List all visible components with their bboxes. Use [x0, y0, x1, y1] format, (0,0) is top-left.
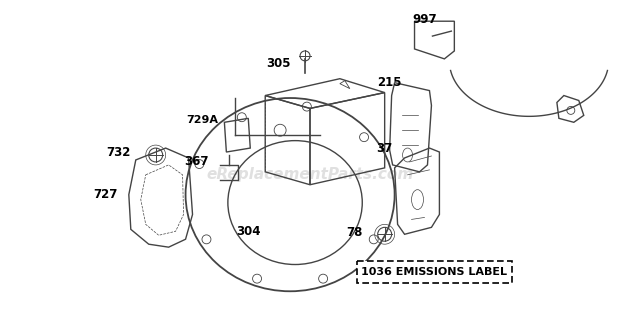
- Text: 305: 305: [266, 57, 290, 70]
- Text: 727: 727: [94, 188, 118, 201]
- Text: 37: 37: [376, 142, 393, 155]
- Text: 732: 732: [107, 145, 131, 158]
- Text: 215: 215: [378, 76, 402, 89]
- Text: 997: 997: [412, 13, 437, 26]
- Text: 367: 367: [184, 155, 209, 168]
- Text: 304: 304: [236, 225, 260, 238]
- Text: 78: 78: [347, 226, 363, 239]
- Bar: [357, 261, 511, 283]
- Text: eReplacementParts.com: eReplacementParts.com: [206, 167, 414, 182]
- Text: 729A: 729A: [187, 115, 218, 125]
- Text: 1036 EMISSIONS LABEL: 1036 EMISSIONS LABEL: [361, 267, 507, 277]
